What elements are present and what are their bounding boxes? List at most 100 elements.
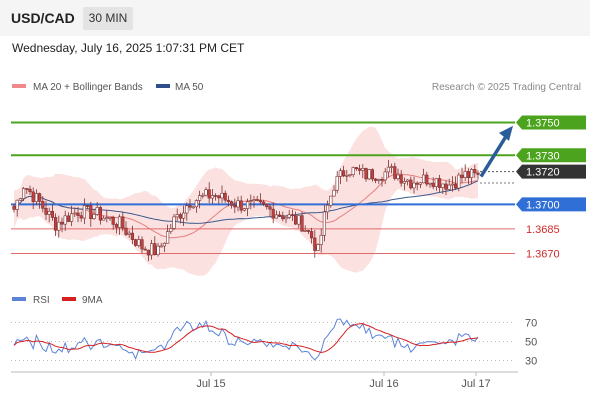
candle xyxy=(351,166,355,178)
candle xyxy=(102,215,106,221)
candle xyxy=(441,183,445,194)
candle xyxy=(476,170,480,180)
candle xyxy=(271,202,275,224)
candle xyxy=(111,215,115,230)
candle xyxy=(386,159,391,178)
candle xyxy=(185,202,189,221)
level-1-3750-label: 1.3750 xyxy=(516,115,586,130)
level-1-3730-value: 1.3730 xyxy=(526,150,560,162)
candle xyxy=(303,225,307,233)
candle xyxy=(194,199,199,213)
candle xyxy=(373,178,378,184)
level-1-3720-tag xyxy=(516,164,586,179)
candle xyxy=(431,177,435,190)
rsi-legend-label: RSI xyxy=(33,295,50,306)
candle xyxy=(281,211,285,222)
candle xyxy=(137,235,141,248)
candle xyxy=(249,194,253,210)
candle xyxy=(284,215,288,224)
candle xyxy=(226,195,231,207)
candle xyxy=(348,174,352,178)
top-bar: USD/CAD 30 MIN xyxy=(0,0,590,36)
candle xyxy=(66,212,70,223)
candle xyxy=(297,215,301,229)
candle xyxy=(466,168,471,185)
level-1-3750-value: 1.3750 xyxy=(526,118,560,130)
candle xyxy=(313,230,317,258)
candle xyxy=(127,230,131,238)
candle xyxy=(188,199,192,211)
candle xyxy=(201,192,205,199)
datetime-label: Wednesday, July 16, 2025 1:07:31 PM CET xyxy=(12,41,245,55)
level-1-3670-value: 1.3670 xyxy=(526,248,560,260)
candle xyxy=(319,228,323,253)
candle xyxy=(389,163,394,174)
rsi-legend-swatch xyxy=(12,297,26,301)
level-1-3700-label: 1.3700 xyxy=(516,197,586,212)
candle xyxy=(223,190,227,203)
candle xyxy=(63,210,67,231)
candle xyxy=(70,205,74,227)
candle xyxy=(316,243,320,251)
symbol-label: USD/CAD xyxy=(11,10,75,26)
scenario-arrow-head xyxy=(499,125,513,141)
candle xyxy=(41,195,45,213)
candle xyxy=(428,182,432,188)
candle xyxy=(15,199,19,217)
candle xyxy=(287,210,291,220)
candle xyxy=(380,176,384,187)
candle xyxy=(469,167,474,185)
candle xyxy=(246,198,250,217)
candle xyxy=(82,198,86,224)
candle xyxy=(53,213,58,236)
candle xyxy=(210,188,215,204)
candle xyxy=(274,210,279,219)
candle xyxy=(31,187,35,210)
candle xyxy=(182,205,186,226)
rsi-line xyxy=(13,318,479,361)
candle xyxy=(118,214,122,235)
candle xyxy=(121,211,125,232)
candle xyxy=(214,193,218,201)
candle xyxy=(108,216,112,221)
candle xyxy=(421,168,426,184)
candle xyxy=(86,205,90,209)
rsi-panel: 70 50 30 xyxy=(11,318,537,368)
candle xyxy=(105,209,109,223)
candle xyxy=(60,217,64,233)
candle xyxy=(396,168,400,181)
candle xyxy=(79,211,83,222)
level-1-3750-tag xyxy=(516,115,586,130)
candle xyxy=(146,249,151,262)
candle xyxy=(162,242,167,252)
candle xyxy=(21,186,26,202)
ma20-legend-label: MA 20 + Bollinger Bands xyxy=(33,82,143,93)
candle xyxy=(322,205,327,242)
candles-layer xyxy=(12,159,480,262)
candle xyxy=(92,209,96,220)
candle xyxy=(28,185,32,195)
candle xyxy=(95,201,99,216)
candle xyxy=(277,211,282,217)
scenario-arrow-layer xyxy=(479,125,513,178)
candle xyxy=(268,203,272,218)
ma50-legend-label: MA 50 xyxy=(175,82,204,93)
candle xyxy=(399,169,403,187)
candle xyxy=(159,242,163,248)
candle xyxy=(306,229,311,234)
candle xyxy=(37,192,42,209)
candle xyxy=(447,178,451,191)
candle xyxy=(166,224,170,244)
candle xyxy=(325,200,330,220)
candle xyxy=(409,176,413,190)
level-1-3670-label: 1.3670 xyxy=(526,248,560,260)
candle xyxy=(130,225,135,245)
candle xyxy=(198,190,202,209)
candle xyxy=(204,187,208,197)
candle xyxy=(364,167,368,182)
candle xyxy=(47,207,51,223)
candle xyxy=(370,168,375,182)
timeframe-badge[interactable]: 30 MIN xyxy=(83,7,133,30)
